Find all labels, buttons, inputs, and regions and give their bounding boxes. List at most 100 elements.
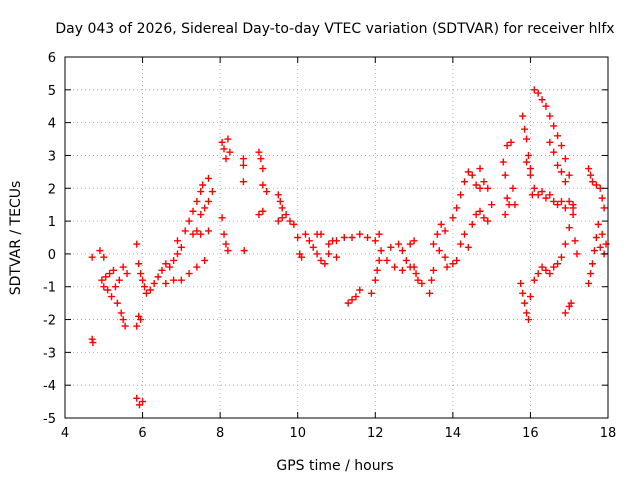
x-tick-label: 4 [61,426,69,441]
data-point [546,270,554,278]
data-point [561,240,569,248]
data-point [317,230,325,238]
data-point [501,211,509,219]
data-point [201,256,209,264]
data-point [135,260,143,268]
data-point [587,270,595,278]
data-point [377,247,385,255]
data-point [104,286,112,294]
data-point [519,289,527,297]
data-point [88,335,96,343]
data-point [488,201,496,209]
data-point [472,181,480,189]
data-point [590,247,598,255]
chart-title: Day 043 of 2026, Sidereal Day-to-day VTE… [55,21,614,37]
data-point [278,204,286,212]
data-point [139,398,147,406]
data-point [205,174,213,182]
data-point [561,309,569,317]
data-point [429,240,437,248]
data-point [565,224,573,232]
data-point [375,230,383,238]
data-point [344,299,352,307]
data-point [371,237,379,245]
x-tick-label: 16 [522,426,539,441]
data-point [166,263,174,271]
data-point [521,299,529,307]
data-point [98,276,106,284]
data-point [173,250,181,258]
data-point [189,230,197,238]
data-point [395,240,403,248]
data-point [433,230,441,238]
y-axis-ticks: -5 -4 -3 -2 -1 0 1 2 3 4 5 6 [43,51,608,427]
data-point [557,253,565,261]
data-point [173,237,181,245]
data-point [224,247,232,255]
data-point [414,276,422,284]
data-point [100,283,108,291]
data-point [177,243,185,251]
data-point [391,263,399,271]
data-point [135,401,143,409]
data-point [526,171,534,179]
data-point [321,260,329,268]
data-point [523,135,531,143]
data-point [480,214,488,222]
data-point [88,253,96,261]
data-point [301,230,309,238]
data-point [561,155,569,163]
data-point [398,266,406,274]
data-point [546,112,554,120]
x-axis-label: GPS time / hours [276,458,393,474]
data-point [554,201,562,209]
data-point [119,316,127,324]
y-tick-label: 5 [48,84,56,99]
data-point [526,293,534,301]
gridlines [65,57,608,418]
data-point [410,237,418,245]
y-tick-label: 0 [48,248,56,263]
data-point [263,188,271,196]
x-tick-label: 18 [600,426,617,441]
data-point [181,227,189,235]
data-point [534,191,542,199]
data-point [106,270,114,278]
data-point [524,316,532,324]
data-point [259,165,267,173]
data-point [257,155,265,163]
data-point [340,234,348,241]
x-tick-label: 6 [138,426,146,441]
y-axis-label: SDTVAR / TECUs [8,181,24,296]
data-point [333,237,340,245]
data-point [550,122,558,130]
data-point [546,138,554,146]
y-tick-label: 1 [48,215,56,230]
data-point [313,250,321,258]
data-point [428,276,436,284]
data-point [102,273,110,281]
y-tick-label: 2 [48,182,56,197]
data-point [503,142,511,150]
data-point [218,214,226,222]
y-tick-label: -5 [43,412,56,427]
data-point [137,316,145,324]
data-point [538,263,546,271]
data-point [534,270,542,278]
data-point [509,184,517,192]
x-tick-label: 8 [216,426,224,441]
y-tick-label: -3 [43,346,56,361]
data-point [139,276,147,284]
data-point [526,165,534,173]
data-point [367,289,375,297]
data-point [255,211,263,219]
data-point [276,197,284,205]
data-point [255,148,263,156]
data-point [453,204,461,212]
data-point [170,256,178,264]
data-point [193,197,201,205]
data-point [406,263,414,271]
data-point [356,230,364,238]
data-point [193,263,201,271]
